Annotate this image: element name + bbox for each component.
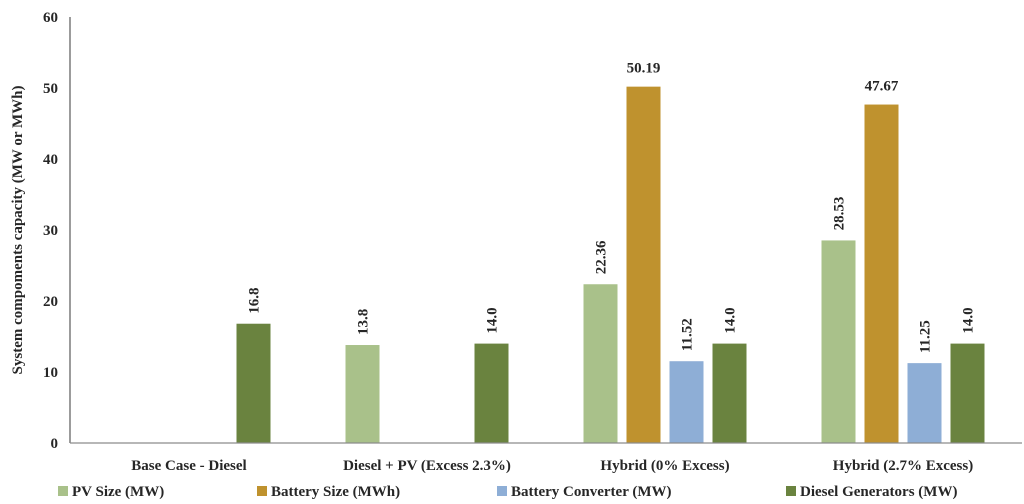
bar [864, 104, 899, 443]
data-label: 47.67 [865, 79, 899, 95]
bar [712, 343, 747, 443]
legend-label: Diesel Generators (MW) [800, 484, 957, 500]
bar [669, 361, 704, 443]
data-label: 16.8 [247, 287, 263, 313]
data-label: 13.8 [356, 309, 372, 335]
legend-swatch [257, 486, 267, 496]
y-tick-label: 20 [43, 294, 58, 310]
data-label: 11.52 [680, 318, 696, 351]
data-label: 28.53 [832, 197, 848, 231]
bar [626, 86, 661, 443]
data-label: 50.19 [627, 61, 661, 77]
bar [474, 343, 509, 443]
bar [236, 323, 271, 443]
bar [583, 284, 618, 443]
data-label: 11.25 [918, 320, 934, 353]
data-label: 22.36 [594, 240, 610, 274]
x-category-label: Diesel + PV (Excess 2.3%) [343, 458, 511, 474]
legend-label: Battery Size (MWh) [271, 484, 400, 500]
x-category-label: Base Case - Diesel [131, 458, 246, 474]
y-tick-label: 10 [43, 365, 58, 381]
legend-label: Battery Converter (MW) [511, 484, 672, 500]
y-axis-title: System compoments capacity (MW or MWh) [10, 86, 26, 375]
x-category-label: Hybrid (2.7% Excess) [833, 458, 973, 474]
x-category-label: Hybrid (0% Excess) [600, 458, 729, 474]
x-axis: Base Case - Diesel Diesel + PV (Excess 2.… [70, 442, 1022, 474]
y-tick-label: 40 [43, 152, 58, 168]
data-label: 14.0 [723, 307, 739, 333]
bar [821, 240, 856, 443]
legend-label: PV Size (MW) [72, 484, 164, 500]
legend-swatch [497, 486, 507, 496]
data-label: 14.0 [485, 307, 501, 333]
bars [236, 86, 985, 443]
data-label: 14.0 [961, 307, 977, 333]
legend-swatch [786, 486, 796, 496]
bar [907, 363, 942, 443]
y-axis: 0 10 20 30 40 50 60 [43, 10, 71, 452]
y-tick-label: 60 [43, 10, 58, 26]
y-tick-label: 50 [43, 81, 58, 97]
y-tick-label: 30 [43, 223, 58, 239]
data-labels: 16.8 13.8 14.0 22.36 50.19 11.52 14.0 28.53 47.6… [247, 61, 977, 353]
legend-swatch [58, 486, 68, 496]
bar [345, 345, 380, 443]
bar [950, 343, 985, 443]
legend: PV Size (MW) Battery Size (MWh) Battery Co… [58, 484, 957, 500]
y-tick-label: 0 [51, 436, 59, 452]
